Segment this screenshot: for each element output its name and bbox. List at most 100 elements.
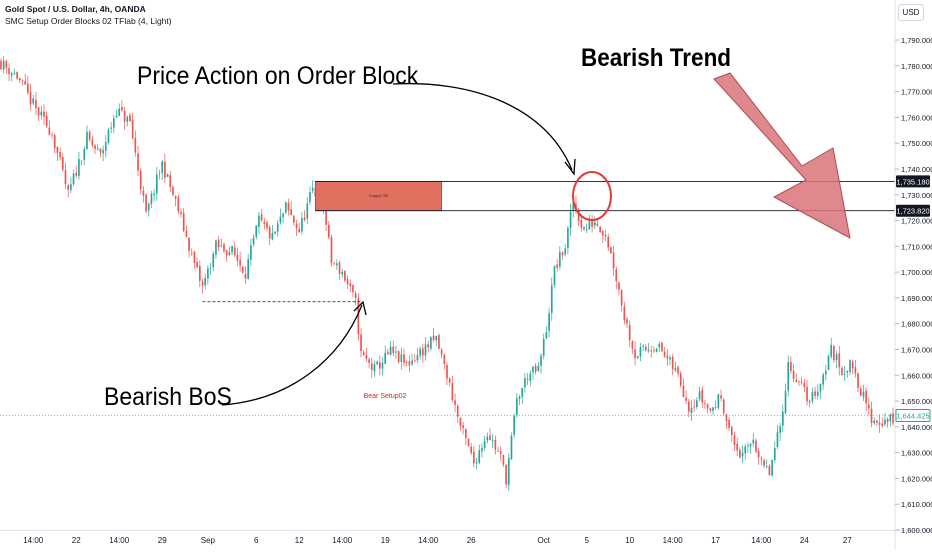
last-price-label: 1,644.425 [896, 411, 929, 420]
candle-body [438, 335, 440, 349]
candle-body [599, 226, 601, 233]
candle-body [730, 427, 733, 436]
candle [53, 133, 56, 154]
candle [464, 428, 467, 446]
candle-body [40, 111, 43, 116]
candle-body [580, 220, 583, 228]
candle-body [835, 354, 838, 361]
candle-body [352, 285, 354, 293]
candle [284, 201, 287, 215]
candle-body [279, 216, 282, 223]
candle-body [397, 351, 400, 363]
candle-body [728, 419, 730, 428]
candle-body [671, 357, 674, 370]
candle [669, 354, 671, 366]
candle [408, 355, 411, 372]
candle-body [846, 370, 849, 373]
candle-body [357, 298, 360, 335]
candle [373, 361, 376, 377]
candle-body [857, 373, 859, 389]
candle [8, 63, 10, 81]
candle-body [250, 245, 252, 260]
candle [644, 344, 647, 352]
candle [381, 357, 384, 376]
candle-body [70, 184, 72, 191]
candle [271, 225, 274, 241]
candle-body [177, 197, 180, 212]
candle [231, 245, 233, 256]
candle-body [881, 423, 884, 427]
candle [341, 268, 344, 278]
candle [190, 248, 193, 257]
candle [822, 372, 824, 390]
candle [282, 212, 284, 224]
candle-body [510, 435, 513, 460]
candle [225, 249, 228, 262]
candle-body [757, 450, 760, 458]
currency-button[interactable]: USD [898, 4, 924, 21]
candle-body [773, 448, 776, 461]
candle-body [338, 262, 341, 274]
candle [435, 335, 438, 347]
candle-body [639, 346, 642, 357]
candle [489, 428, 491, 441]
candle [139, 167, 142, 195]
candle [859, 385, 862, 397]
candle [529, 370, 532, 387]
candle-body [824, 370, 827, 375]
candle [518, 394, 521, 405]
candle [841, 365, 843, 376]
candle [792, 363, 795, 383]
candle-body [403, 354, 405, 363]
y-tick-label: 1,720.000 [901, 217, 932, 226]
candle-body [424, 344, 427, 356]
candle [188, 236, 190, 258]
candle-body [190, 252, 193, 254]
candle [698, 386, 701, 402]
candle [787, 355, 790, 397]
candle-body [771, 459, 773, 476]
candle [387, 348, 389, 355]
candle [440, 348, 443, 359]
candles [0, 56, 894, 491]
candle-body [301, 217, 303, 232]
candle [658, 341, 661, 352]
candle-body [376, 361, 378, 365]
candle-body [816, 391, 819, 396]
candle-body [790, 362, 792, 371]
candle [739, 446, 741, 459]
candle-body [644, 346, 647, 351]
candle [376, 360, 378, 366]
y-tick-label: 1,620.000 [901, 474, 932, 483]
candle-body [392, 346, 395, 353]
candle [446, 361, 448, 386]
bos-arrowhead [353, 300, 367, 316]
candle [209, 262, 212, 275]
candle [83, 146, 86, 166]
candle [889, 413, 892, 427]
candle [588, 215, 591, 230]
candle-body [180, 212, 182, 215]
candle-body [736, 443, 739, 451]
candle [473, 446, 475, 468]
candle-body [56, 146, 59, 153]
level-tag [896, 175, 930, 188]
candle [795, 373, 798, 383]
symbol-title: Gold Spot / U.S. Dollar, 4h, OANDA [5, 4, 146, 14]
candle [610, 246, 612, 255]
candle [236, 247, 239, 267]
candle [650, 345, 653, 358]
candle-body [137, 153, 139, 171]
bearish-trend-annotation: Bearish Trend [581, 44, 732, 72]
candle [147, 202, 150, 217]
candle-body [486, 436, 489, 441]
candle-body [779, 426, 781, 433]
candle-body [86, 131, 88, 149]
candle-body [59, 152, 61, 158]
candle-body [32, 98, 35, 104]
candle-body [113, 118, 115, 128]
candle-body [462, 425, 464, 429]
candle [701, 386, 704, 409]
